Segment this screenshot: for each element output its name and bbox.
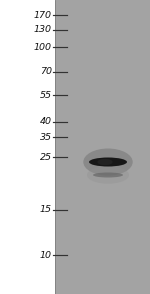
Text: 100: 100 bbox=[34, 43, 52, 51]
Text: 15: 15 bbox=[40, 206, 52, 215]
Text: 25: 25 bbox=[40, 153, 52, 161]
Ellipse shape bbox=[87, 166, 129, 184]
Text: 70: 70 bbox=[40, 68, 52, 76]
Bar bbox=[0, 0, 55, 294]
Text: 55: 55 bbox=[40, 91, 52, 99]
Ellipse shape bbox=[83, 148, 133, 176]
Text: 35: 35 bbox=[40, 133, 52, 141]
Ellipse shape bbox=[93, 173, 123, 178]
Text: 40: 40 bbox=[40, 118, 52, 126]
Text: 130: 130 bbox=[34, 26, 52, 34]
Text: 10: 10 bbox=[40, 250, 52, 260]
Ellipse shape bbox=[97, 159, 113, 165]
Bar bbox=[55, 0, 150, 294]
Ellipse shape bbox=[89, 158, 127, 166]
Text: 170: 170 bbox=[34, 11, 52, 19]
